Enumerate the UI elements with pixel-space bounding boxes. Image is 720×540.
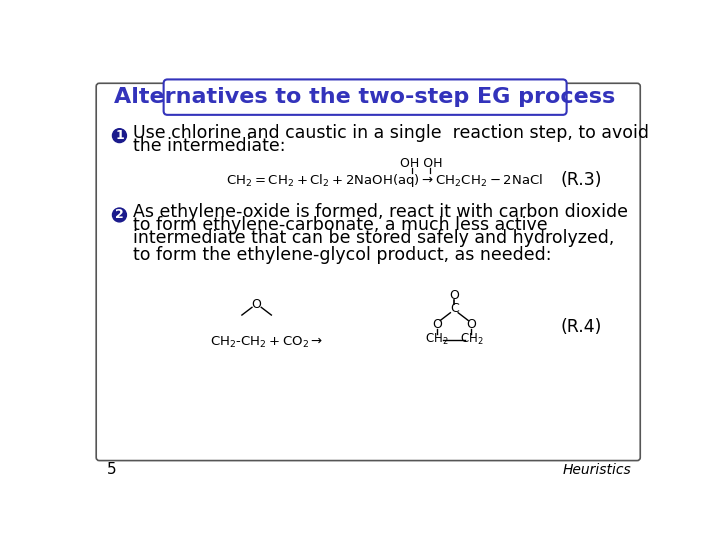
Text: to form ethylene-carbonate, a much less active: to form ethylene-carbonate, a much less … [132,216,547,234]
Text: As ethylene-oxide is formed, react it with carbon dioxide: As ethylene-oxide is formed, react it wi… [132,203,628,221]
Text: O: O [449,289,459,302]
Text: 1: 1 [115,129,124,142]
Text: (R.4): (R.4) [560,318,601,335]
Text: 5: 5 [107,462,117,477]
Text: OH OH: OH OH [400,157,442,170]
Text: O: O [467,318,476,331]
Text: Heuristics: Heuristics [562,463,631,477]
Text: O: O [252,298,261,310]
Text: to form the ethylene-glycol product, as needed:: to form the ethylene-glycol product, as … [132,246,551,264]
Text: $\rm CH_2\text{-}CH_2 + CO_2 \rightarrow$: $\rm CH_2\text{-}CH_2 + CO_2 \rightarrow… [210,334,323,349]
Circle shape [112,129,127,143]
Text: Alternatives to the two-step EG process: Alternatives to the two-step EG process [114,87,616,107]
FancyBboxPatch shape [163,79,567,115]
Text: (R.3): (R.3) [560,171,601,190]
Text: C: C [450,302,459,315]
Text: $\rm CH_2$: $\rm CH_2$ [459,332,483,347]
Text: $\rm CH_2{=}CH_2 + Cl_2 + 2NaOH(aq) \rightarrow CH_2CH_2-2NaCl$: $\rm CH_2{=}CH_2 + Cl_2 + 2NaOH(aq) \rig… [225,172,543,189]
Text: 2: 2 [115,208,124,221]
FancyBboxPatch shape [96,83,640,461]
Text: Use chlorine and caustic in a single  reaction step, to avoid: Use chlorine and caustic in a single rea… [132,124,649,141]
Text: $\rm CH_2$: $\rm CH_2$ [426,332,449,347]
Text: intermediate that can be stored safely and hydrolyzed,: intermediate that can be stored safely a… [132,229,614,247]
Text: O: O [432,318,442,331]
Circle shape [112,208,127,222]
Text: the intermediate:: the intermediate: [132,137,285,154]
